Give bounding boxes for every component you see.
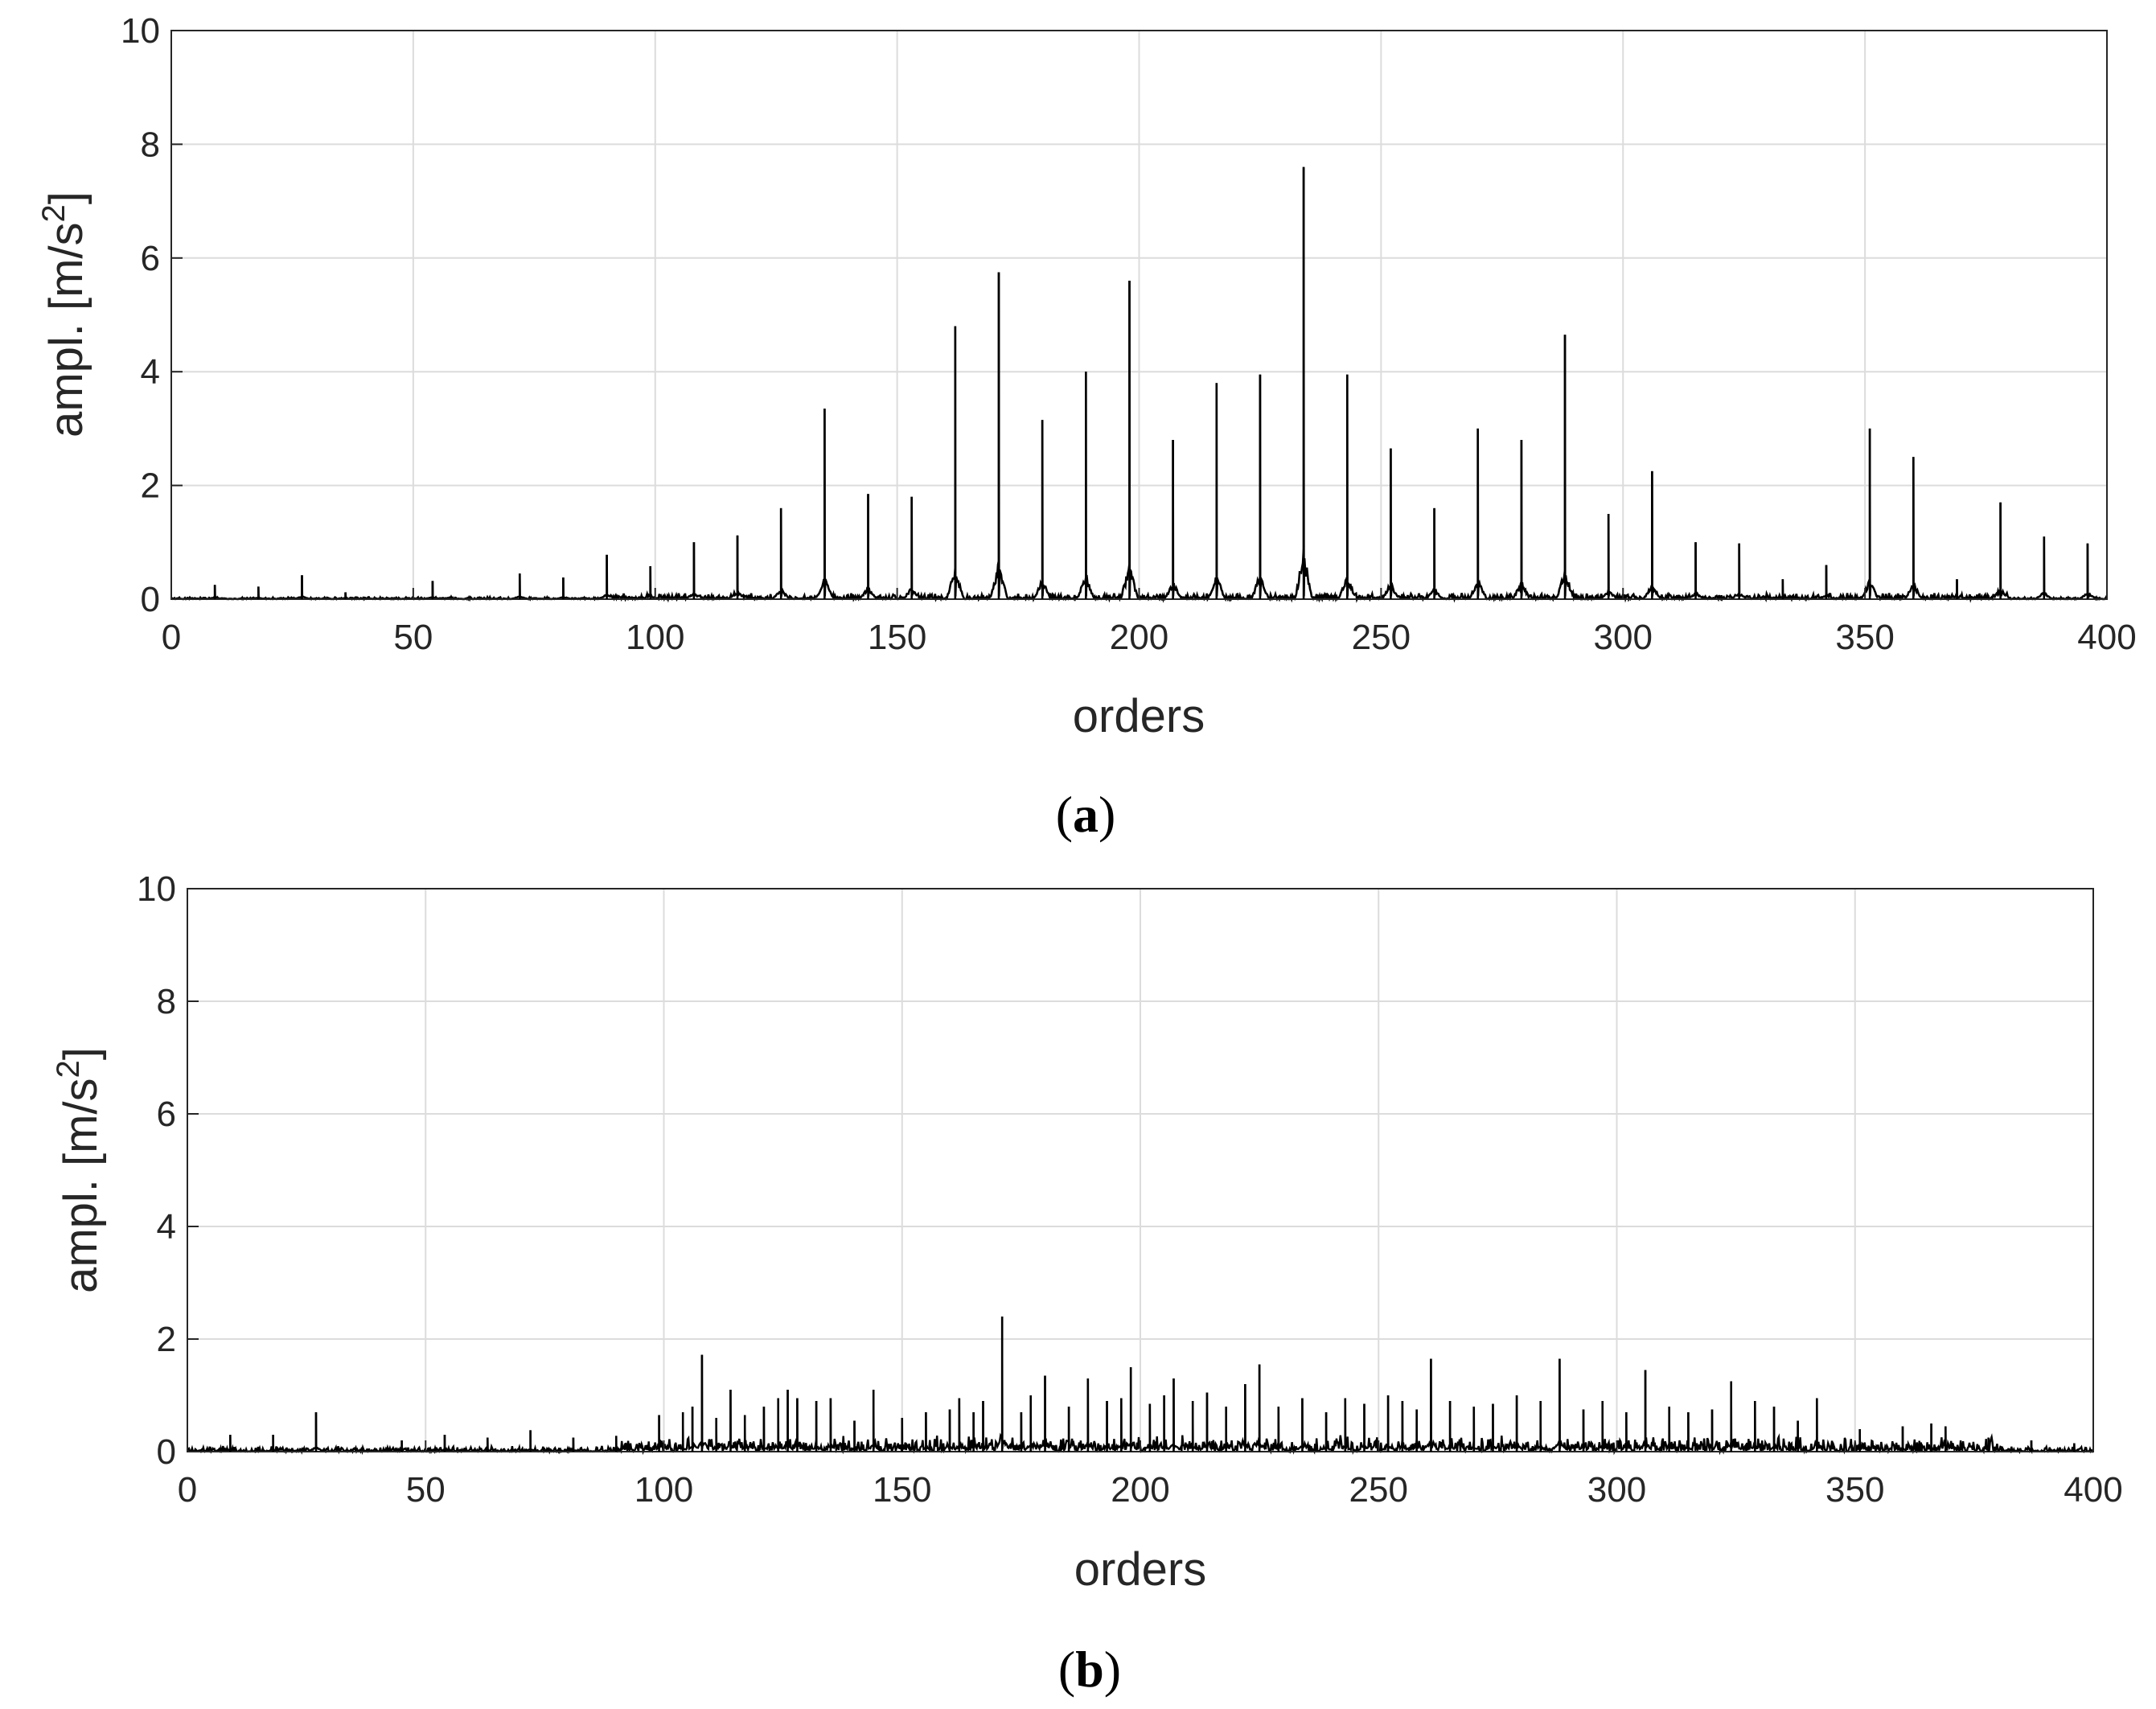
y-axis-label-a-text: ampl. [m/s (40, 222, 92, 438)
x-tick-label-a-6: 300 (1594, 618, 1653, 657)
y-tick-label-b-3: 6 (157, 1095, 176, 1134)
panel-caption-a: (a) (1056, 786, 1116, 843)
y-tick-label-a-3: 6 (141, 239, 160, 278)
y-tick-label-a-2: 4 (141, 352, 160, 392)
y-tick-label-a-5: 10 (121, 11, 160, 51)
y-tick-labels-a: 0 2 4 6 8 10 (121, 11, 183, 619)
x-tick-label-a-7: 350 (1835, 618, 1894, 657)
x-tick-label-a-5: 250 (1352, 618, 1411, 657)
x-tick-label-a-3: 150 (868, 618, 926, 657)
y-tick-label-a-1: 2 (141, 466, 160, 506)
spectrum-trace-b (186, 1316, 2094, 1456)
x-tick-label-a-8: 400 (2077, 618, 2136, 657)
y-tick-label-a-0: 0 (141, 580, 160, 619)
y-axis-label-a-end: ] (40, 191, 92, 204)
y-tick-label-a-4: 8 (141, 125, 160, 164)
x-tick-label-b-6: 300 (1587, 1470, 1646, 1510)
y-tick-label-b-5: 10 (137, 869, 176, 909)
y-tick-label-b-2: 4 (157, 1207, 176, 1247)
y-axis-label-b-sup: 2 (51, 1060, 86, 1078)
x-tick-label-b-2: 100 (634, 1470, 693, 1510)
y-axis-label-a: ampl. [m/s2] (36, 191, 92, 438)
panel-caption-b-letter: b (1075, 1641, 1104, 1698)
y-tick-label-b-0: 0 (157, 1432, 176, 1472)
y-axis-label-b-end: ] (55, 1047, 107, 1060)
x-tick-labels-a: 0 50 100 150 200 250 300 350 400 (162, 588, 2137, 657)
x-tick-label-a-0: 0 (162, 618, 181, 657)
x-tick-labels-b: 0 50 100 150 200 250 300 350 400 (178, 1440, 2123, 1510)
panel-caption-b: (b) (1058, 1641, 1121, 1698)
x-tick-label-b-3: 150 (873, 1470, 931, 1510)
x-tick-label-a-1: 50 (393, 618, 433, 657)
x-tick-label-b-7: 350 (1825, 1470, 1884, 1510)
x-axis-label-a: orders (1073, 690, 1205, 742)
y-tick-label-b-4: 8 (157, 982, 176, 1021)
panel-caption-a-letter: a (1073, 786, 1099, 843)
y-axis-label-b-text: ampl. [m/s (55, 1078, 107, 1293)
y-tick-labels-b: 0 2 4 6 8 10 (137, 869, 199, 1472)
x-tick-label-a-4: 200 (1110, 618, 1168, 657)
y-tick-label-b-1: 2 (157, 1320, 176, 1359)
y-axis-label-b: ampl. [m/s2] (51, 1047, 107, 1293)
x-tick-label-b-1: 50 (406, 1470, 446, 1510)
x-tick-label-b-0: 0 (178, 1470, 197, 1510)
y-axis-label-a-sup: 2 (36, 204, 72, 222)
x-axis-label-b: orders (1074, 1543, 1206, 1596)
x-tick-label-b-5: 250 (1349, 1470, 1408, 1510)
x-tick-label-b-4: 200 (1111, 1470, 1169, 1510)
x-tick-label-b-8: 400 (2064, 1470, 2122, 1510)
x-tick-label-a-2: 100 (626, 618, 684, 657)
